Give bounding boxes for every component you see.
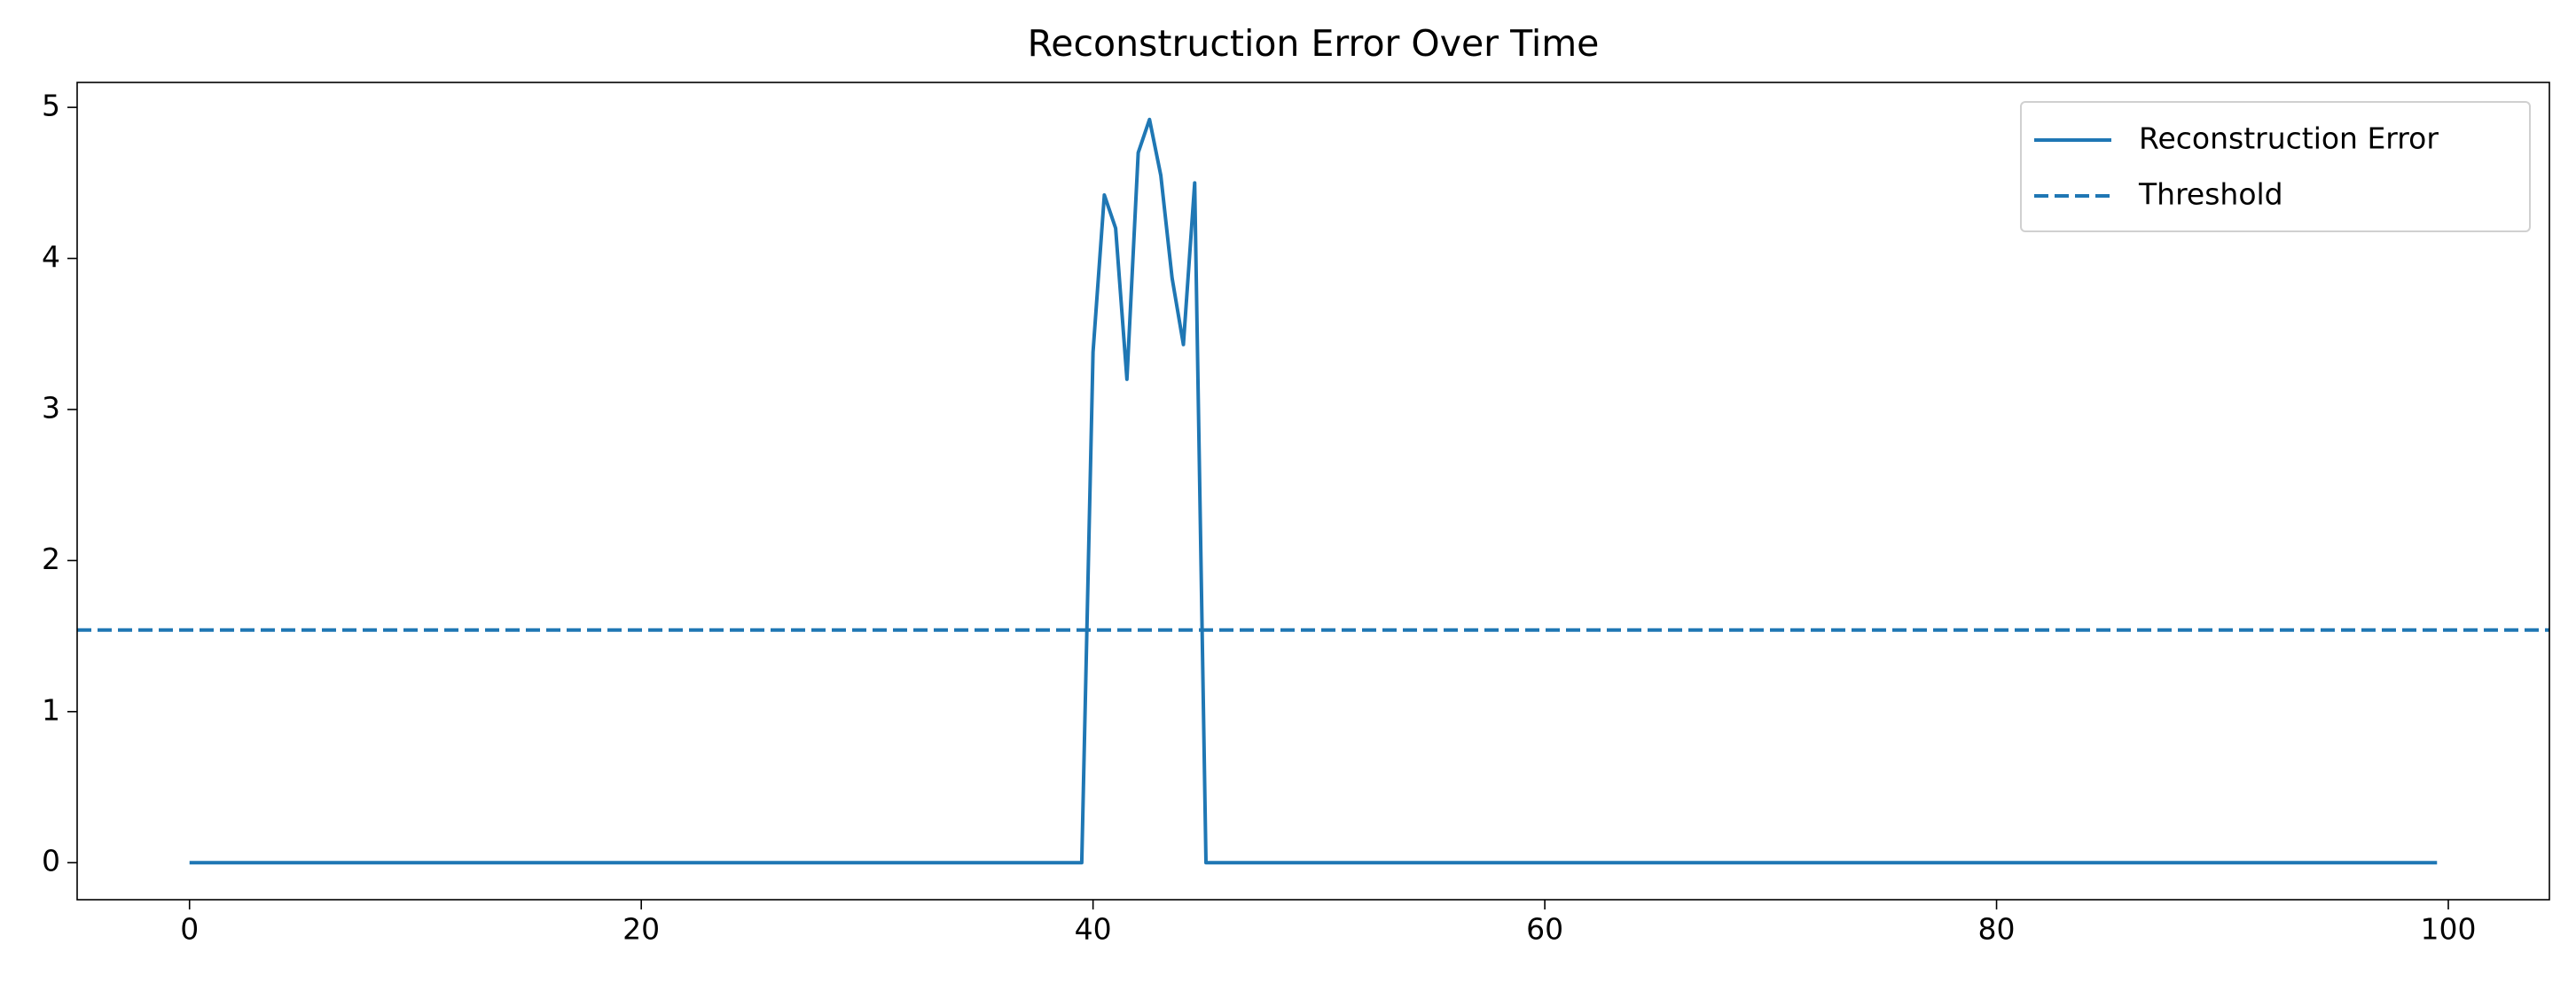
x-tick-label: 0 [180,912,199,947]
legend-label: Reconstruction Error [2139,121,2439,156]
y-tick-label: 4 [42,239,60,274]
x-tick-label: 80 [1978,912,2016,947]
x-tick-label: 100 [2421,912,2477,947]
y-tick-label: 5 [42,89,60,123]
legend-label: Threshold [2138,177,2283,212]
y-tick-label: 2 [42,542,60,576]
x-tick-label: 40 [1075,912,1112,947]
axes-frame [76,82,2550,901]
x-tick-label: 60 [1526,912,1563,947]
y-tick-label: 0 [42,844,60,878]
data-line [189,117,2438,865]
y-tick-label: 1 [42,692,60,727]
legend-box [2020,101,2531,232]
y-tick-label: 3 [42,390,60,425]
chart-title: Reconstruction Error Over Time [1028,22,1600,65]
x-tick-label: 20 [622,912,660,947]
